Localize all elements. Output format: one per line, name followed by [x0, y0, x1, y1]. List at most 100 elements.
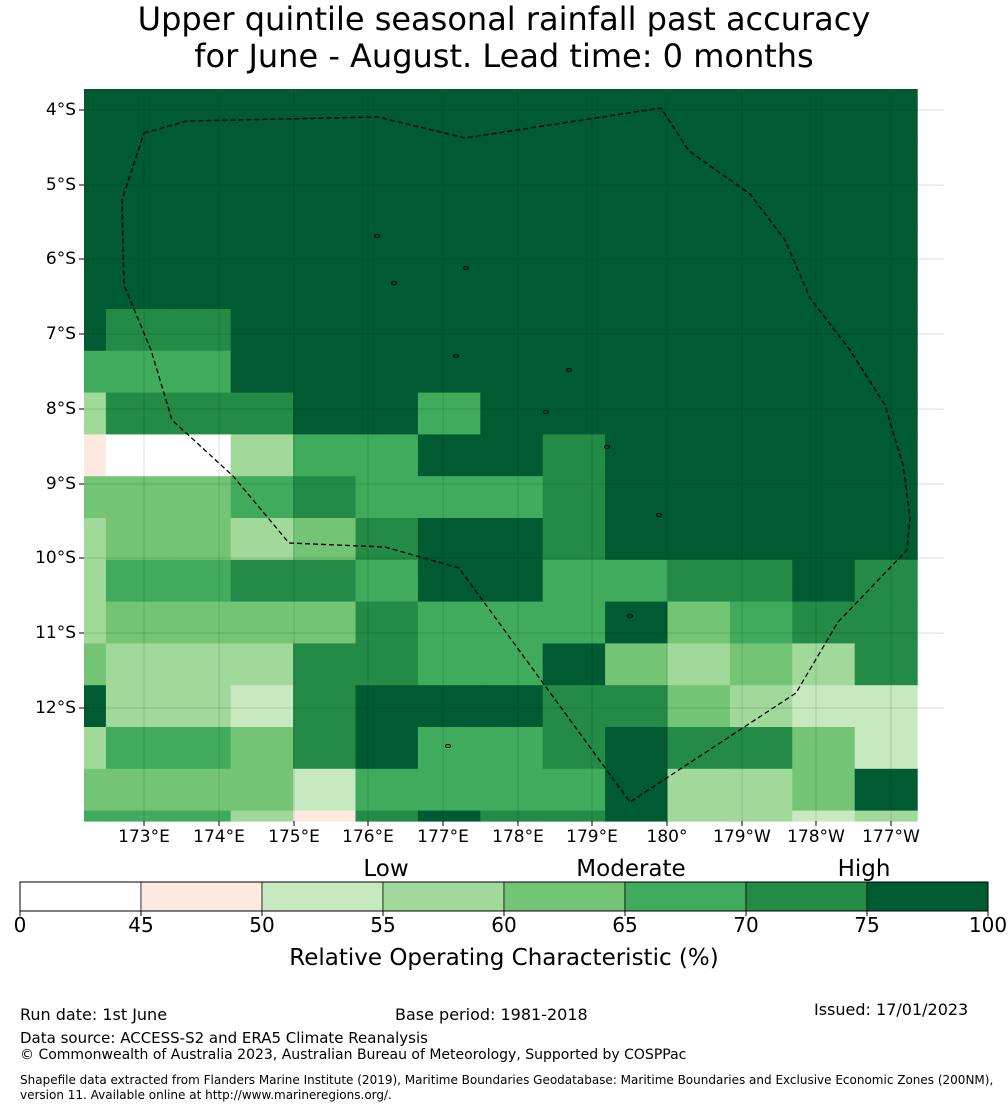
- roc-cell: [105, 559, 169, 603]
- roc-cell: [105, 267, 169, 310]
- roc-cell: [105, 643, 169, 686]
- roc-cell: [729, 309, 793, 352]
- roc-cell: [605, 267, 669, 310]
- roc-cell: [667, 559, 731, 603]
- roc-cell: [542, 685, 606, 728]
- roc-cell: [792, 810, 856, 822]
- chart-title-line-2: for June - August. Lead time: 0 months: [194, 37, 814, 75]
- roc-cell: [542, 476, 606, 519]
- roc-cell: [854, 89, 918, 101]
- roc-cell: [480, 768, 544, 812]
- roc-cell: [168, 643, 232, 686]
- roc-cell: [605, 643, 669, 686]
- roc-cell: [293, 309, 357, 352]
- roc-cell: [355, 89, 419, 101]
- roc-cell: [605, 768, 669, 812]
- roc-cell: [105, 225, 169, 268]
- roc-cell: [605, 559, 669, 603]
- roc-cell: [792, 601, 856, 644]
- roc-cell: [355, 768, 419, 812]
- roc-cell: [667, 518, 731, 561]
- roc-cell: [792, 100, 856, 143]
- roc-cell: [605, 518, 669, 561]
- roc-cell: [729, 768, 793, 812]
- roc-cell: [792, 727, 856, 770]
- roc-cell: [417, 601, 481, 644]
- island-outline: [566, 368, 572, 372]
- issued-date: Issued: 17/01/2023: [814, 1000, 969, 1019]
- roc-cell: [84, 350, 107, 394]
- legend-category-high: High: [837, 856, 891, 882]
- roc-cell: [542, 518, 606, 561]
- roc-cell: [729, 350, 793, 394]
- roc-cell: [168, 309, 232, 352]
- roc-cell: [729, 267, 793, 310]
- roc-cell: [84, 685, 107, 728]
- roc-cell: [605, 100, 669, 143]
- roc-cell: [105, 727, 169, 770]
- roc-cell: [168, 267, 232, 310]
- roc-cell: [542, 141, 606, 185]
- roc-cell: [605, 225, 669, 268]
- roc-cell: [729, 559, 793, 603]
- lon-label-179e: 179°E: [566, 827, 618, 847]
- roc-cell: [667, 685, 731, 728]
- roc-cell: [417, 434, 481, 477]
- roc-cell: [417, 476, 481, 519]
- island-outline: [543, 410, 549, 414]
- roc-cell: [417, 183, 481, 226]
- roc-cell: [230, 267, 294, 310]
- legend-swatch: [866, 881, 989, 912]
- roc-cell: [84, 89, 107, 101]
- roc-cell: [729, 685, 793, 728]
- roc-cell: [355, 392, 419, 435]
- chart-title-line-1: Upper quintile seasonal rainfall past ac…: [137, 0, 871, 38]
- roc-cell: [230, 89, 294, 101]
- roc-cell: [293, 518, 357, 561]
- lat-label-12s: 12°S: [35, 698, 76, 718]
- roc-cell: [854, 350, 918, 394]
- roc-cell: [417, 643, 481, 686]
- roc-cell: [854, 267, 918, 310]
- roc-cell: [105, 810, 169, 822]
- roc-cell: [667, 350, 731, 394]
- roc-cell: [480, 267, 544, 310]
- roc-cell: [230, 559, 294, 603]
- roc-cell: [168, 810, 232, 822]
- roc-cell: [417, 685, 481, 728]
- roc-cell: [230, 392, 294, 435]
- roc-cell: [542, 225, 606, 268]
- roc-cell: [667, 727, 731, 770]
- roc-cell: [355, 350, 419, 394]
- lon-label-178w: 178°W: [787, 827, 845, 847]
- legend-tick-50: 50: [249, 913, 275, 937]
- legend-tick-100: 100: [968, 913, 1008, 937]
- roc-cell: [854, 392, 918, 435]
- roc-cell: [230, 141, 294, 185]
- roc-cell: [729, 810, 793, 822]
- lat-label-8s: 8°S: [45, 399, 76, 419]
- island-outline: [445, 744, 451, 748]
- roc-cell: [667, 183, 731, 226]
- lon-label-174e: 174°E: [193, 827, 245, 847]
- copyright: © Commonwealth of Australia 2023, Austra…: [20, 1047, 687, 1063]
- roc-cell: [293, 727, 357, 770]
- roc-cell: [84, 476, 107, 519]
- roc-cell: [854, 518, 918, 561]
- legend-swatch: [382, 881, 505, 912]
- roc-cell: [105, 100, 169, 143]
- roc-cell: [355, 727, 419, 770]
- roc-cell: [729, 141, 793, 185]
- roc-cell: [293, 434, 357, 477]
- legend-swatch: [503, 881, 626, 912]
- shapefile-credit-line-2: version 11. Available online at http://w…: [20, 1088, 392, 1102]
- lat-label-5s: 5°S: [45, 175, 76, 195]
- roc-cell: [480, 727, 544, 770]
- roc-cell: [792, 643, 856, 686]
- legend-swatch: [140, 881, 263, 912]
- roc-cell: [230, 727, 294, 770]
- roc-cell: [293, 141, 357, 185]
- roc-cell: [480, 601, 544, 644]
- legend-swatch: [745, 881, 868, 912]
